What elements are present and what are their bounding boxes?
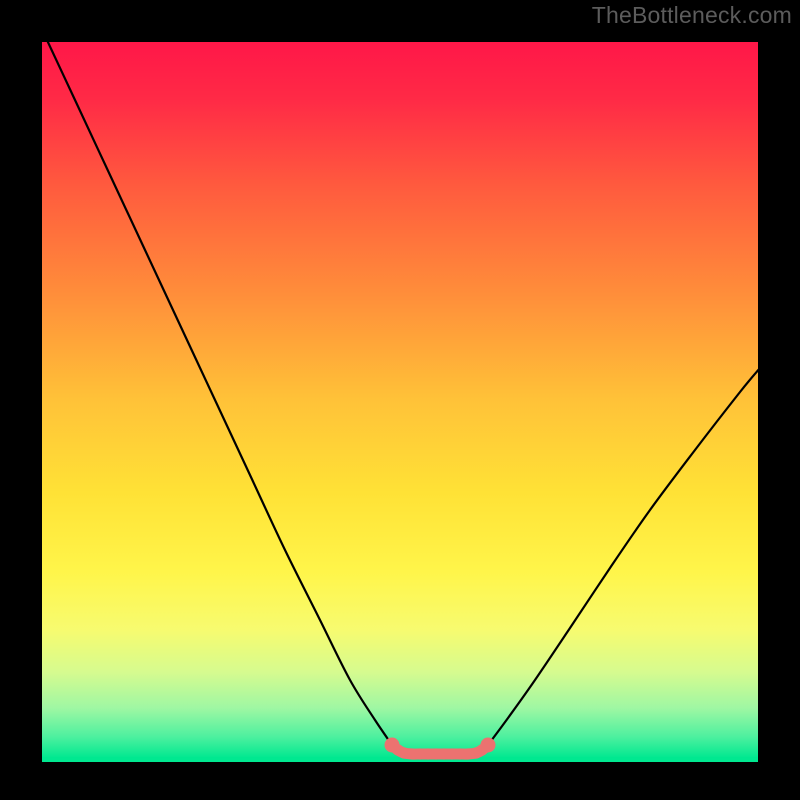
marker-dot — [481, 738, 496, 753]
watermark-text: TheBottleneck.com — [592, 2, 792, 29]
bottleneck-chart — [0, 0, 800, 800]
plot-background — [42, 42, 758, 758]
chart-container: TheBottleneck.com — [0, 0, 800, 800]
footer-band — [42, 757, 758, 762]
